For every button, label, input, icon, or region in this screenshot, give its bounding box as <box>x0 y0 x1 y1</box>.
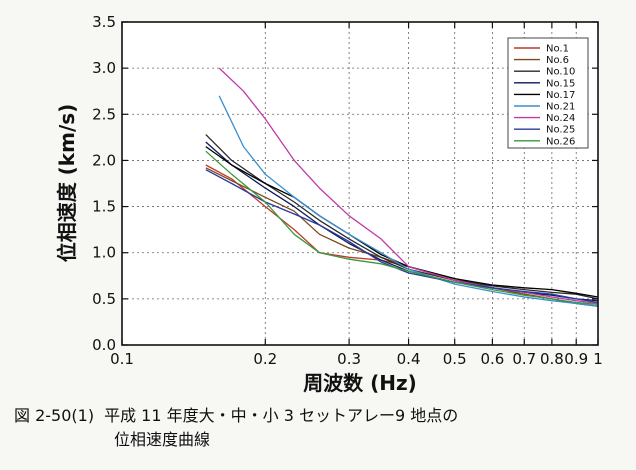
caption-text-1: 平成 11 年度大・中・小 3 セットアレー9 地点の <box>104 406 459 425</box>
phase-velocity-chart: 0.1 0.2 0.3 0.4 0.5 0.6 0.7 0.8 0.9 1 0.0 0.5 1.0 1.… <box>55 13 603 395</box>
y-tick-label: 3.5 <box>92 13 116 31</box>
y-tick-label: 1.5 <box>92 198 116 216</box>
figure-caption: 図 2-50(1) 平成 11 年度大・中・小 3 セットアレー9 地点の 位相速… <box>14 404 458 452</box>
x-tick-label: 0.2 <box>253 350 277 368</box>
x-tick-label: 0.3 <box>337 350 361 368</box>
x-tick-labels: 0.1 0.2 0.3 0.4 0.5 0.6 0.7 0.8 0.9 1 <box>110 350 603 368</box>
y-tick-label: 2.0 <box>92 151 116 169</box>
legend-label: No.25 <box>546 125 575 136</box>
y-tick-label: 0.0 <box>92 336 116 354</box>
y-tick-label: 2.5 <box>92 105 116 123</box>
legend-label: No.10 <box>546 67 575 78</box>
x-tick-label: 0.7 <box>512 350 536 368</box>
y-tick-label: 0.5 <box>92 290 116 308</box>
series-lines <box>205 67 599 307</box>
figure-number: 図 2-50(1) <box>14 406 95 425</box>
legend-label: No.1 <box>546 44 569 55</box>
legend: No.1No.6No.10No.15No.17No.21No.24No.25No… <box>507 37 589 149</box>
legend-label: No.17 <box>546 90 575 101</box>
x-tick-label: 1 <box>593 350 603 368</box>
y-tick-labels: 0.0 0.5 1.0 1.5 2.0 2.5 3.0 3.5 <box>92 13 116 354</box>
x-tick-label: 0.5 <box>443 350 467 368</box>
series-line-no10 <box>205 134 599 300</box>
x-tick-label: 0.1 <box>110 350 134 368</box>
caption-line-1: 図 2-50(1) 平成 11 年度大・中・小 3 セットアレー9 地点の <box>14 404 458 428</box>
x-tick-label: 0.9 <box>564 350 588 368</box>
series-line-no21 <box>218 95 599 307</box>
plot-frame <box>121 21 599 346</box>
x-axis-label: 周波数 (Hz) <box>303 371 417 395</box>
y-axis-label: 位相速度 (km/s) <box>55 104 79 263</box>
caption-line-2: 位相速度曲線 <box>114 430 211 449</box>
legend-label: No.6 <box>546 55 569 66</box>
series-line-no15 <box>205 141 599 302</box>
legend-label: No.21 <box>546 102 575 113</box>
legend-label: No.24 <box>546 113 575 124</box>
y-tick-label: 1.0 <box>92 244 116 262</box>
x-tick-label: 0.4 <box>397 350 421 368</box>
x-tick-label: 0.8 <box>540 350 564 368</box>
x-tick-label: 0.6 <box>480 350 504 368</box>
legend-label: No.15 <box>546 78 575 89</box>
tick-marks <box>121 21 599 346</box>
y-tick-label: 3.0 <box>92 59 116 77</box>
series-line-no26 <box>205 150 599 306</box>
series-line-no24 <box>218 67 599 305</box>
legend-label: No.26 <box>546 136 575 147</box>
